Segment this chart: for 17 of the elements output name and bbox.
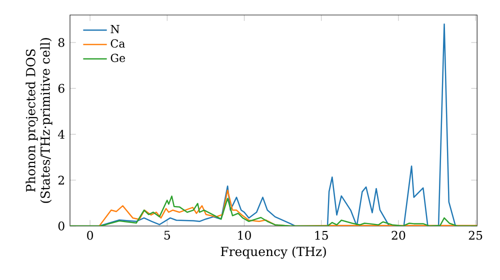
x-tick-label: 10 — [238, 230, 251, 240]
y-tick-label: 8 — [58, 38, 64, 47]
y-axis-title: Phonon projected DOS (States/THz·primitive cell) — [26, 38, 52, 203]
legend-label: N — [110, 25, 120, 34]
y-tick-label: 6 — [58, 84, 64, 93]
x-tick-label: 0 — [87, 230, 94, 240]
x-tick-label: 5 — [164, 230, 170, 240]
y-tick-label: 2 — [58, 176, 64, 184]
x-tick-label: 25 — [468, 230, 482, 240]
legend-label: Ca — [110, 39, 125, 48]
x-tick-label: 20 — [392, 230, 406, 240]
x-axis-title: Frequency (THz) — [220, 246, 326, 259]
x-tick-label: 15 — [315, 230, 328, 240]
legend-label: Ge — [110, 54, 126, 62]
y-tick-label: 4 — [58, 130, 65, 139]
y-tick-label: 0 — [58, 222, 64, 230]
line-series — [70, 196, 478, 226]
